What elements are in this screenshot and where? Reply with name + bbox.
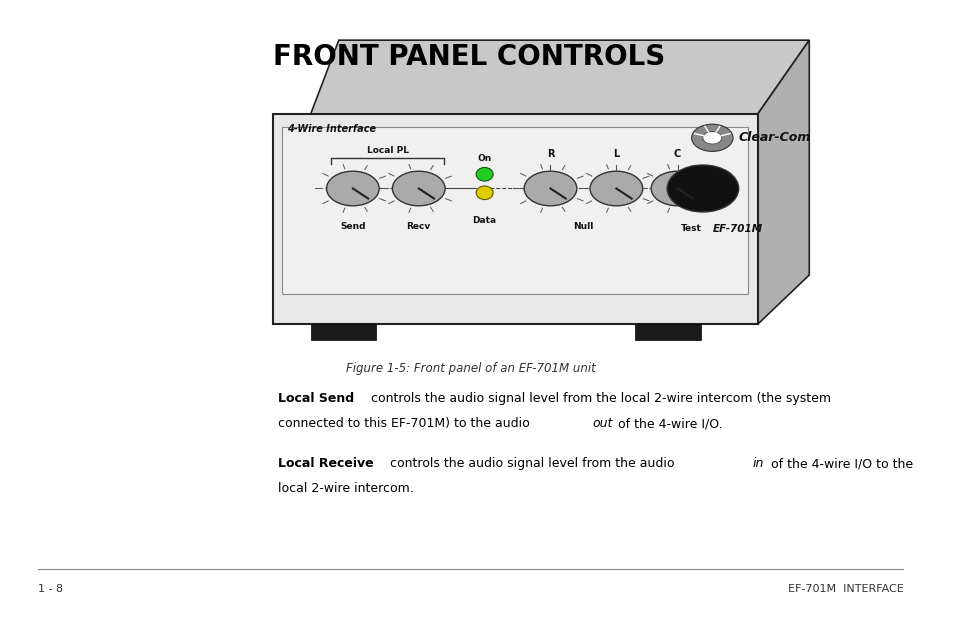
Text: FRONT PANEL CONTROLS: FRONT PANEL CONTROLS: [273, 43, 664, 71]
Text: 4-Wire Interface: 4-Wire Interface: [287, 124, 375, 133]
Text: local 2-wire intercom.: local 2-wire intercom.: [277, 482, 413, 495]
Circle shape: [326, 171, 379, 206]
FancyBboxPatch shape: [662, 182, 679, 195]
Text: 1 - 8: 1 - 8: [37, 584, 63, 594]
Ellipse shape: [476, 186, 493, 200]
FancyBboxPatch shape: [273, 114, 757, 324]
FancyBboxPatch shape: [635, 324, 700, 340]
Text: R: R: [546, 149, 554, 159]
Text: of the 4-wire I/O.: of the 4-wire I/O.: [613, 417, 721, 430]
Circle shape: [392, 171, 445, 206]
Text: Local Send: Local Send: [277, 392, 354, 405]
Text: controls the audio signal level from the local 2-wire intercom (the system: controls the audio signal level from the…: [367, 392, 830, 405]
Circle shape: [651, 171, 703, 206]
Circle shape: [702, 132, 721, 144]
Text: of the 4-wire I/O to the: of the 4-wire I/O to the: [766, 457, 912, 470]
Circle shape: [589, 171, 642, 206]
Text: EF-701M  INTERFACE: EF-701M INTERFACE: [787, 584, 902, 594]
Text: Data: Data: [472, 216, 497, 226]
Polygon shape: [757, 40, 808, 324]
Circle shape: [523, 171, 577, 206]
Text: Null: Null: [573, 222, 593, 232]
Text: Recv: Recv: [406, 222, 431, 232]
Polygon shape: [311, 40, 808, 114]
Text: Local PL: Local PL: [366, 146, 408, 155]
Ellipse shape: [476, 167, 493, 181]
Circle shape: [666, 165, 738, 212]
Circle shape: [691, 124, 732, 151]
Text: On: On: [477, 154, 491, 163]
Text: connected to this EF-701M) to the audio: connected to this EF-701M) to the audio: [277, 417, 533, 430]
Text: controls the audio signal level from the audio: controls the audio signal level from the…: [385, 457, 678, 470]
FancyBboxPatch shape: [282, 127, 747, 294]
Text: Figure 1-5: Front panel of an EF-701M unit: Figure 1-5: Front panel of an EF-701M un…: [345, 362, 595, 375]
Text: Clear-Com: Clear-Com: [738, 131, 810, 145]
Text: in: in: [752, 457, 763, 470]
Text: EF-701M: EF-701M: [712, 224, 761, 234]
Text: L: L: [613, 149, 618, 159]
Text: C: C: [673, 149, 680, 159]
Text: Send: Send: [340, 222, 365, 232]
Text: Test: Test: [680, 224, 701, 234]
Text: Local Receive: Local Receive: [277, 457, 373, 470]
Text: out: out: [592, 417, 613, 430]
FancyBboxPatch shape: [311, 324, 376, 340]
